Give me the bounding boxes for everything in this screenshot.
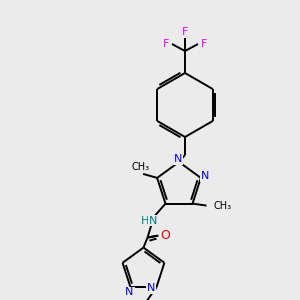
- Text: N: N: [149, 216, 158, 226]
- Text: N: N: [201, 171, 209, 181]
- Text: CH₃: CH₃: [131, 162, 149, 172]
- Text: N: N: [174, 154, 182, 164]
- Text: H: H: [141, 216, 150, 226]
- Text: F: F: [182, 27, 188, 37]
- Text: N: N: [147, 284, 156, 293]
- Text: O: O: [160, 229, 170, 242]
- Text: N: N: [125, 287, 134, 297]
- Text: F: F: [163, 39, 169, 49]
- Text: F: F: [201, 39, 207, 49]
- Text: CH₃: CH₃: [214, 201, 232, 211]
